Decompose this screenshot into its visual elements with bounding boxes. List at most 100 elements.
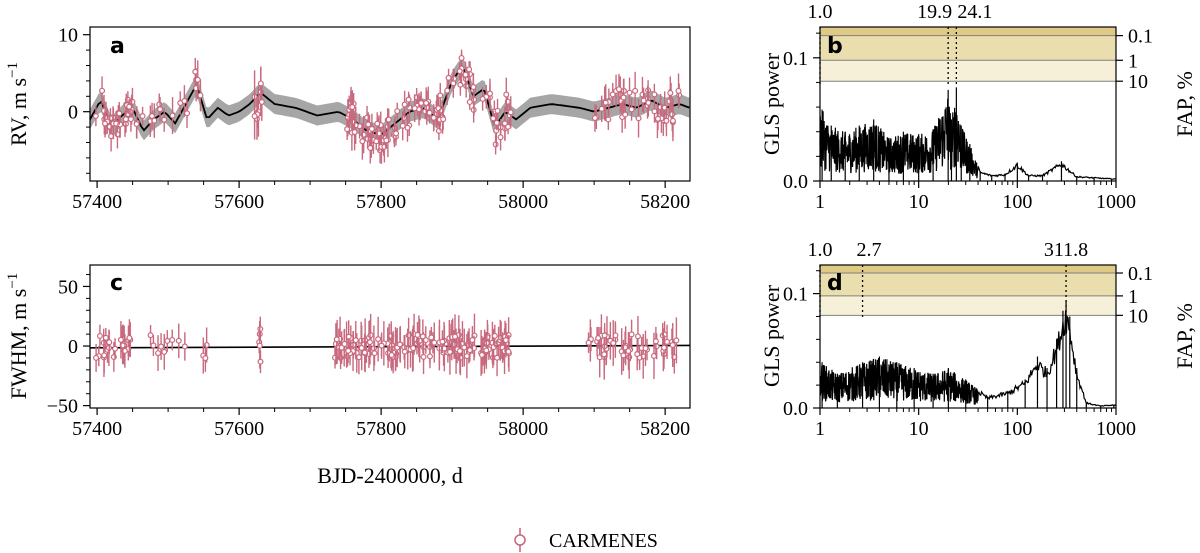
carmenes-point	[628, 98, 635, 121]
carmenes-point	[99, 76, 106, 106]
x-tick-label: 10	[909, 191, 929, 213]
fap-tick-label: 0.1	[1128, 263, 1153, 285]
carmenes-point	[507, 96, 514, 129]
carmenes-point	[396, 327, 403, 362]
carmenes-point	[585, 332, 592, 353]
x-tick-label: 10	[909, 418, 929, 440]
carmenes-point	[456, 62, 463, 80]
carmenes-point	[122, 106, 129, 132]
carmenes-point	[367, 132, 374, 164]
carmenes-point	[673, 317, 680, 364]
carmenes-point	[150, 334, 157, 356]
fap-tick-label: 1	[1128, 50, 1138, 72]
carmenes-point	[463, 333, 470, 379]
carmenes-point	[184, 98, 191, 128]
carmenes-point	[661, 335, 668, 361]
carmenes-point	[487, 78, 494, 109]
fap-band	[820, 265, 1116, 274]
carmenes-point	[414, 321, 421, 349]
carmenes-point	[117, 321, 124, 359]
carmenes-point	[450, 68, 457, 98]
carmenes-point	[645, 88, 652, 117]
carmenes-point	[493, 115, 500, 131]
carmenes-point	[96, 324, 103, 348]
carmenes-point	[462, 61, 469, 88]
carmenes-point	[602, 84, 609, 122]
carmenes-point	[378, 332, 385, 359]
carmenes-point	[667, 76, 674, 110]
carmenes-point	[505, 335, 512, 368]
carmenes-point	[164, 330, 171, 352]
carmenes-point	[359, 122, 366, 160]
carmenes-point	[479, 87, 486, 111]
x-tick-label: 57800	[356, 418, 406, 440]
carmenes-point	[92, 105, 99, 127]
x-tick-label: 57600	[214, 418, 264, 440]
carmenes-point	[437, 82, 444, 108]
panel-label-d: d	[827, 271, 843, 296]
carmenes-point	[503, 77, 510, 112]
carmenes-point	[126, 319, 133, 357]
carmenes-point	[365, 113, 372, 135]
carmenes-point	[466, 61, 473, 78]
fap-band	[820, 273, 1116, 296]
y-tick-label: −50	[47, 396, 78, 418]
carmenes-point	[632, 71, 639, 110]
carmenes-point	[116, 102, 123, 125]
marked-period-label: 19.9	[917, 1, 952, 23]
carmenes-point	[157, 96, 164, 122]
x-tick-label: 58000	[498, 191, 548, 213]
panel-d-frame	[819, 264, 1117, 409]
carmenes-point	[444, 76, 451, 105]
carmenes-point	[663, 105, 670, 137]
carmenes-point	[352, 320, 359, 360]
carmenes-point	[112, 338, 119, 360]
carmenes-point	[652, 326, 659, 356]
x-tick-label: 58200	[640, 191, 690, 213]
carmenes-point	[155, 335, 162, 371]
carmenes-point	[664, 324, 671, 359]
panel-label-c: c	[110, 271, 123, 296]
panel-label-b: b	[827, 34, 843, 59]
carmenes-point	[101, 109, 108, 138]
x-tick-label: 1000	[1096, 191, 1136, 213]
carmenes-point	[418, 91, 425, 115]
carmenes-point	[175, 323, 182, 359]
carmenes-point	[147, 325, 154, 346]
y-tick-label: 0.0	[783, 398, 808, 420]
carmenes-point	[333, 327, 340, 352]
marked-period-label: 311.8	[1044, 239, 1088, 261]
carmenes-point	[635, 99, 642, 138]
y-tick-label: 0.1	[783, 48, 808, 70]
legend: CARMENES	[514, 528, 658, 552]
x-tick-label: 100	[1002, 191, 1032, 213]
y-tick-label: 0	[68, 102, 78, 124]
carmenes-point	[420, 339, 427, 375]
carmenes-point	[587, 327, 594, 352]
carmenes-point	[177, 91, 184, 115]
carmenes-point	[478, 335, 485, 374]
marked-period-label: 24.1	[957, 1, 992, 23]
carmenes-point	[669, 323, 676, 367]
carmenes-point	[490, 110, 497, 127]
panel-a-rv: a 57400 57600 57800 58000 58200 0 10 RV, m s−1	[5, 25, 691, 213]
fap-tick-label: 0.1	[1128, 26, 1153, 48]
carmenes-point	[640, 87, 647, 114]
fap-axis-label-d: FAP, %	[1172, 303, 1197, 369]
carmenes-point	[93, 343, 100, 372]
bjd-axis-label: BJD-2400000, d	[317, 463, 462, 488]
legend-label: CARMENES	[549, 530, 658, 552]
carmenes-point	[106, 330, 113, 354]
carmenes-point	[102, 327, 109, 348]
carmenes-point	[426, 344, 433, 369]
carmenes-point	[622, 100, 629, 129]
carmenes-point	[393, 125, 400, 142]
carmenes-point	[669, 104, 676, 137]
carmenes-point	[161, 334, 168, 370]
carmenes-point	[351, 113, 358, 151]
carmenes-point	[361, 333, 368, 372]
carmenes-point	[194, 60, 201, 100]
fap-tick-label: 10	[1128, 71, 1148, 93]
